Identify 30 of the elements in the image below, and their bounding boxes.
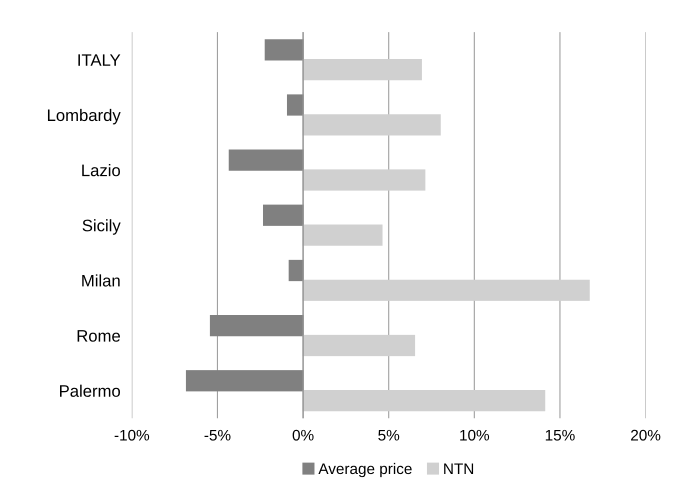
y-tick-label: Milan [82, 274, 120, 287]
bar [228, 150, 304, 171]
x-tick-label: 5% [378, 430, 400, 441]
y-tick-label: Lombardy [48, 108, 121, 124]
bar [302, 280, 590, 301]
bar [302, 390, 546, 412]
y-tick-label: Sicily [82, 219, 121, 235]
x-tick-label: 20% [631, 430, 660, 441]
bar [210, 314, 304, 336]
bar [302, 224, 383, 246]
y-tick-label: Palermo [60, 384, 120, 397]
x-tick-label: 10% [460, 430, 490, 441]
bar [262, 204, 304, 226]
x-tick-label: 15% [546, 430, 575, 441]
bar [288, 260, 304, 282]
y-tick-label: Rome [78, 330, 120, 342]
y-tick-label: Lazio [82, 164, 120, 176]
bar [302, 114, 441, 136]
bar [302, 59, 422, 80]
x-tick-label: -10% [114, 430, 150, 441]
bar [186, 370, 304, 392]
legend-label: Average price [318, 462, 412, 478]
x-tick-label: -5% [204, 430, 230, 441]
bar [286, 94, 304, 116]
bar [264, 39, 304, 60]
legend-label: NTN [444, 463, 474, 474]
bar [302, 169, 426, 191]
x-tick-label: 0% [292, 430, 314, 441]
bar [302, 334, 416, 356]
y-tick-label: ITALY [78, 54, 120, 66]
